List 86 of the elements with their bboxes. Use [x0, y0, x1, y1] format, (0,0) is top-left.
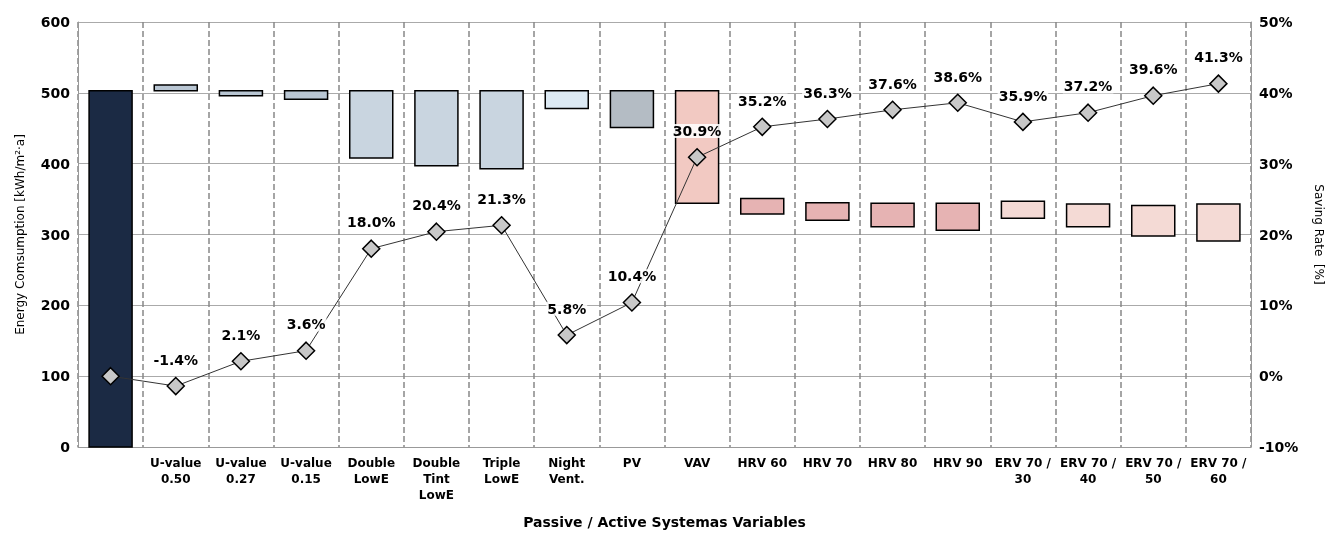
bar: [740, 197, 785, 215]
point: [1209, 74, 1228, 93]
y2-tick-label: 0%: [1259, 368, 1283, 385]
x-tick-label: ERV 70 / 30: [994, 456, 1052, 486]
point: [427, 222, 446, 241]
x-tick-label: U-value 0.27: [215, 456, 267, 486]
point: [296, 341, 316, 360]
point: [883, 100, 902, 120]
bar: [1000, 200, 1046, 219]
data-label: 41.3%: [1194, 49, 1243, 66]
data-label: 35.2%: [737, 92, 787, 109]
x-tick-label: HRV 70: [802, 456, 853, 470]
x-tick-label: VAV: [683, 456, 711, 470]
x-axis-title: Passive / Active Systemas Variables: [523, 514, 806, 530]
y2-axis-title: Saving Rate [%]: [1312, 184, 1326, 285]
point: [557, 325, 576, 345]
y-tick-label: 500: [40, 84, 71, 101]
x-tick-label: U-value 0.50: [150, 456, 202, 486]
x-tick-label: Triple LowE: [482, 456, 521, 486]
data-label: 18.0%: [346, 214, 396, 231]
bar: [1196, 203, 1241, 242]
point: [492, 216, 511, 235]
point: [362, 239, 381, 258]
point: [231, 352, 251, 371]
x-tick-label: Double LowE: [347, 456, 396, 486]
bar: [88, 89, 133, 448]
bar: [414, 89, 459, 167]
x-tick-label: Double Tint LowE: [412, 456, 461, 502]
x-tick-label: ERV 70 / 40: [1060, 456, 1117, 486]
point: [1144, 86, 1163, 105]
x-tick-label: HRV 90: [933, 456, 983, 470]
data-label: 5.8%: [547, 300, 587, 317]
point: [818, 109, 837, 129]
point: [753, 117, 772, 137]
data-label: 38.6%: [933, 68, 983, 85]
data-label: 39.6%: [1128, 61, 1178, 78]
bar: [479, 89, 524, 170]
point: [101, 366, 120, 386]
data-label: 2.1%: [221, 327, 261, 344]
x-tick-label: U-value 0.15: [280, 456, 332, 486]
y-tick-label: 0: [60, 439, 71, 455]
y-tick-label: 300: [40, 226, 71, 243]
bar: [218, 89, 264, 97]
point: [948, 93, 967, 112]
bar: [1130, 204, 1176, 237]
data-label: 37.2%: [1063, 78, 1113, 95]
x-tick-label: PV: [622, 456, 642, 470]
data-label: 3.6%: [286, 316, 326, 333]
y-tick-label: 200: [40, 297, 71, 314]
x-tick-label: HRV 60: [737, 456, 787, 470]
data-label: 30.9%: [672, 123, 722, 140]
bar: [935, 202, 981, 231]
x-tick-label: ERV 70 / 60: [1190, 456, 1248, 486]
y2-tick-label: 20%: [1259, 226, 1293, 243]
bar: [609, 89, 655, 129]
y-tick-label: 100: [40, 368, 71, 385]
point: [1078, 103, 1098, 122]
bar: [870, 202, 915, 228]
y-tick-label: 400: [40, 155, 71, 172]
bar: [283, 89, 329, 100]
x-tick-label: ERV 70 / 50: [1125, 456, 1182, 486]
y-axis-title: Energy Comsumption [kWh/m²·a]: [13, 134, 27, 335]
y2-tick-label: 40%: [1259, 84, 1293, 101]
bar: [544, 89, 590, 110]
data-label: 21.3%: [477, 191, 526, 208]
data-label: 35.9%: [998, 87, 1048, 104]
bar: [153, 84, 199, 92]
point: [687, 148, 707, 167]
point: [622, 293, 642, 312]
x-tick-label: Night Vent.: [548, 456, 586, 486]
data-label: 20.4%: [412, 197, 461, 214]
data-label: -1.4%: [153, 351, 199, 368]
point: [1013, 112, 1033, 132]
data-label: 36.3%: [803, 84, 852, 101]
y2-tick-label: 30%: [1259, 155, 1293, 172]
x-tick-label: HRV 80: [867, 456, 918, 470]
data-label: 10.4%: [607, 268, 657, 285]
bar: [805, 201, 850, 222]
point: [166, 376, 185, 396]
bar: [349, 89, 394, 159]
y2-tick-label: 10%: [1259, 297, 1293, 314]
y2-tick-label: 50%: [1259, 14, 1293, 30]
y2-tick-label: -10%: [1259, 439, 1299, 455]
bar: [1065, 203, 1111, 228]
data-label: 37.6%: [868, 75, 917, 92]
y-tick-label: 600: [40, 14, 71, 30]
